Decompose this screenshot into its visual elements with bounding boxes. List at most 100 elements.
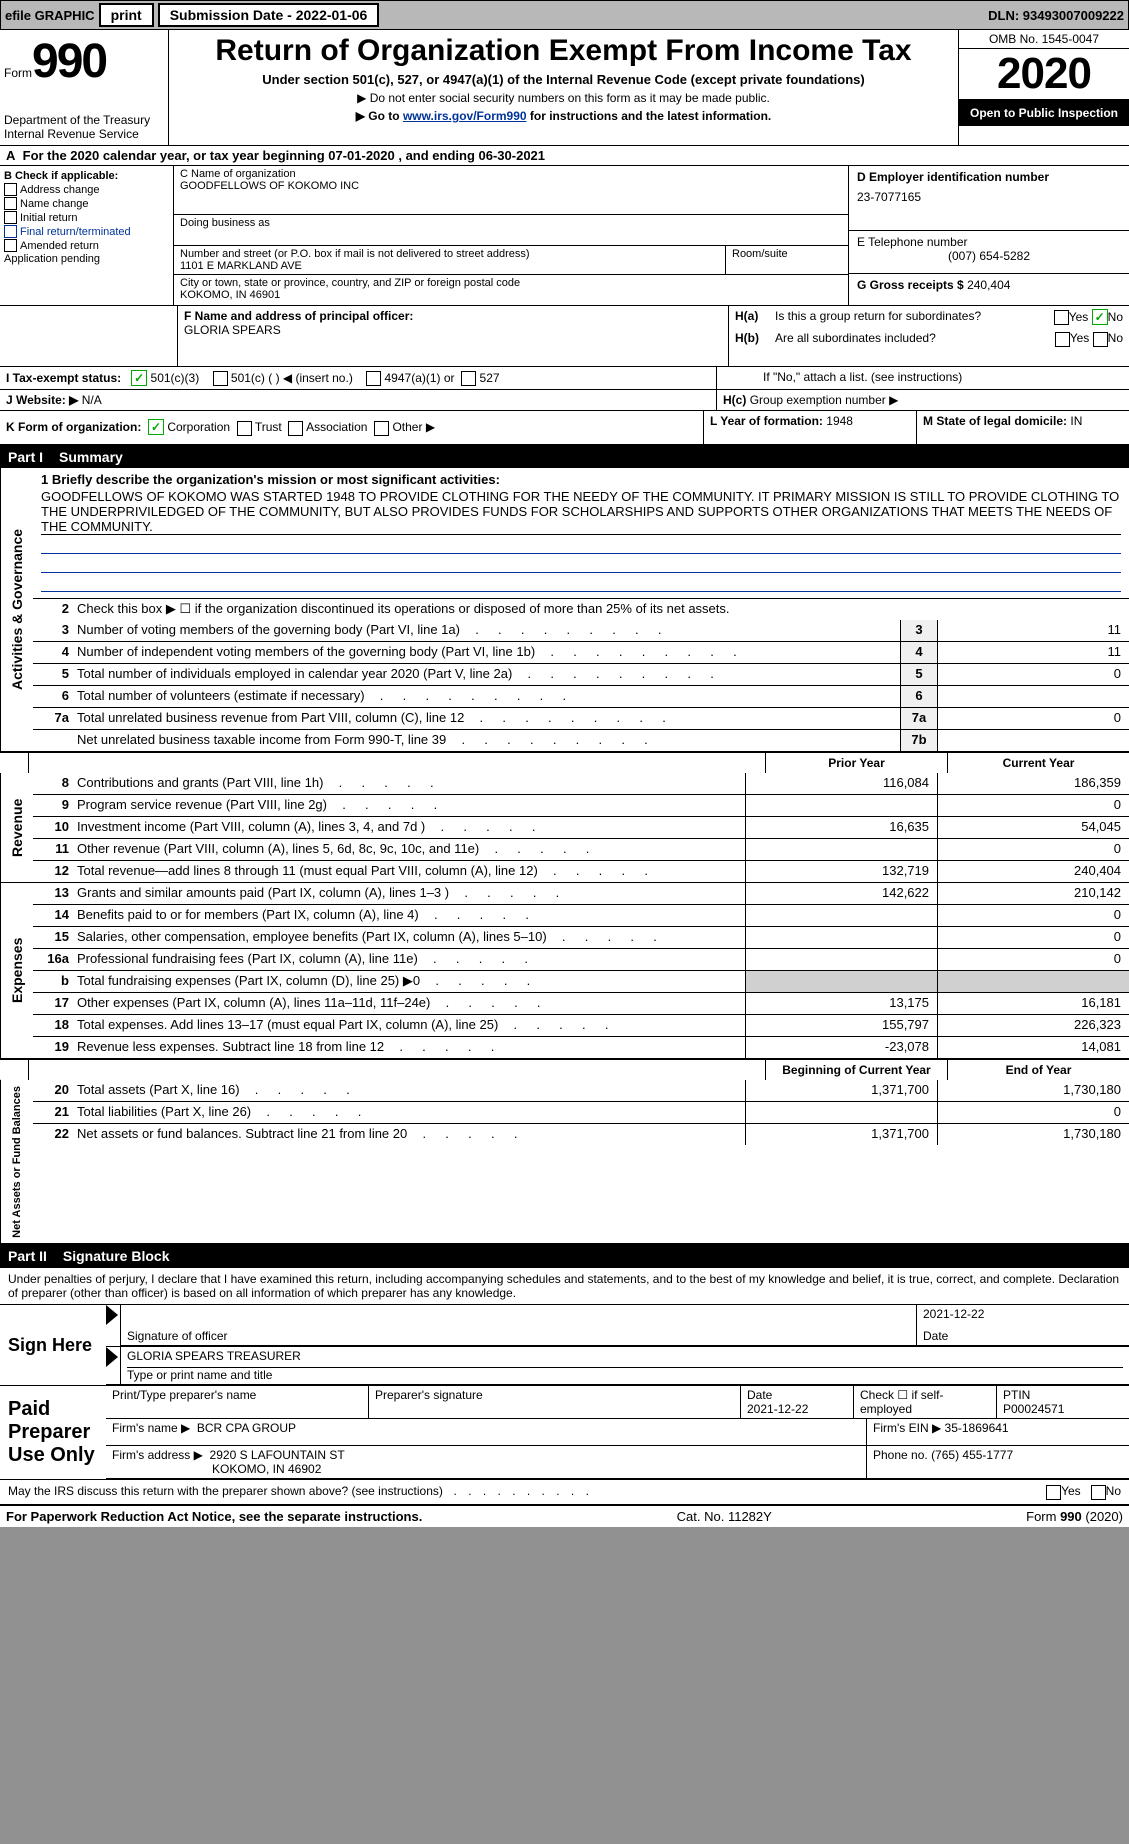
ein: 23-7077165 <box>857 190 1121 204</box>
form-number: 990 <box>32 34 106 89</box>
paid-preparer-label: Paid Preparer Use Only <box>0 1386 106 1479</box>
omb-number: OMB No. 1545-0047 <box>959 30 1129 49</box>
chk-501c3[interactable]: ✓ <box>131 370 147 386</box>
ha-text: Is this a group return for subordinates? <box>775 309 1054 325</box>
prep-date: 2021-12-22 <box>747 1402 808 1416</box>
line-row: 19 Revenue less expenses. Subtract line … <box>33 1036 1129 1058</box>
chk-amended[interactable]: Amended return <box>4 239 169 252</box>
line-row: b Total fundraising expenses (Part IX, c… <box>33 970 1129 992</box>
hb-label: H(b) <box>735 331 775 346</box>
discuss-yes-no[interactable]: Yes No <box>1046 1484 1121 1499</box>
irs-link[interactable]: www.irs.gov/Form990 <box>403 109 527 123</box>
arrow-icon <box>106 1305 118 1325</box>
header-note2: ▶ Go to www.irs.gov/Form990 for instruct… <box>173 109 954 123</box>
i-label: I Tax-exempt status: <box>6 371 121 385</box>
side-label-rev: Revenue <box>0 773 33 882</box>
line2-text: Check this box ▶ ☐ if the organization d… <box>73 599 1129 620</box>
hb-note: If "No," attach a list. (see instruction… <box>723 370 1123 384</box>
c-name-label: C Name of organization <box>180 168 842 180</box>
line1-label: 1 Briefly describe the organization's mi… <box>41 472 1121 487</box>
type-name-label: Type or print name and title <box>127 1368 1123 1382</box>
l-label: L Year of formation: <box>710 414 823 428</box>
year-formation: 1948 <box>826 414 853 428</box>
part1-title: Summary <box>59 449 123 465</box>
prior-current-header: Prior Year Current Year <box>0 752 1129 773</box>
entity-block: B Check if applicable: Address change Na… <box>0 166 1129 306</box>
check-self-employed[interactable]: Check ☐ if self-employed <box>854 1386 997 1418</box>
right-column: D Employer identification number 23-7077… <box>848 166 1129 305</box>
line-row: 15 Salaries, other compensation, employe… <box>33 926 1129 948</box>
part2-header: Part II Signature Block <box>0 1245 1129 1267</box>
form-subtitle: Under section 501(c), 527, or 4947(a)(1)… <box>173 72 954 87</box>
part2-title: Signature Block <box>63 1248 170 1264</box>
city-state-zip: KOKOMO, IN 46901 <box>180 289 842 301</box>
activities-governance-section: Activities & Governance 1 Briefly descri… <box>0 468 1129 752</box>
j-label: J Website: ▶ <box>6 393 78 407</box>
chk-name-change[interactable]: Name change <box>4 197 169 210</box>
net-assets-section: Net Assets or Fund Balances 20 Total ass… <box>0 1080 1129 1246</box>
boy-header: Beginning of Current Year <box>765 1060 947 1080</box>
page: efile GRAPHIC print Submission Date - 20… <box>0 0 1129 1527</box>
header-mid: Return of Organization Exempt From Incom… <box>169 30 958 145</box>
chk-501c[interactable] <box>213 371 228 386</box>
chk-initial-return[interactable]: Initial return <box>4 211 169 224</box>
line-row: 11 Other revenue (Part VIII, column (A),… <box>33 838 1129 860</box>
street-address: 1101 E MARKLAND AVE <box>180 260 719 272</box>
line-row: Net unrelated business taxable income fr… <box>33 729 1129 751</box>
addr-label: Number and street (or P.O. box if mail i… <box>180 248 719 260</box>
signature-block: Under penalties of perjury, I declare th… <box>0 1267 1129 1503</box>
f-h-block: F Name and address of principal officer:… <box>0 306 1129 446</box>
e-label: E Telephone number <box>857 235 1121 249</box>
side-label-ag: Activities & Governance <box>0 468 33 751</box>
room-label: Room/suite <box>726 246 848 274</box>
dln-label: DLN: 93493007009222 <box>988 8 1124 23</box>
header-note1: ▶ Do not enter social security numbers o… <box>173 91 954 105</box>
expenses-section: Expenses 13 Grants and similar amounts p… <box>0 883 1129 1059</box>
m-label: M State of legal domicile: <box>923 414 1067 428</box>
sig-intro: Under penalties of perjury, I declare th… <box>0 1268 1129 1304</box>
form-header: Form 990 Department of the Treasury Inte… <box>0 30 1129 146</box>
top-bar: efile GRAPHIC print Submission Date - 20… <box>0 0 1129 30</box>
efile-label: efile GRAPHIC <box>5 8 95 23</box>
line-row: 9 Program service revenue (Part VIII, li… <box>33 794 1129 816</box>
ha-yes-no[interactable]: Yes ✓No <box>1054 309 1123 325</box>
g-label: G Gross receipts $ <box>857 278 964 292</box>
prep-name-label: Print/Type preparer's name <box>106 1386 369 1418</box>
prep-sig-label: Preparer's signature <box>369 1386 741 1418</box>
date-label: Date <box>923 1329 1123 1343</box>
line-row: 6 Total number of volunteers (estimate i… <box>33 685 1129 707</box>
chk-527[interactable] <box>461 371 476 386</box>
chk-association[interactable] <box>288 421 303 436</box>
prior-year-header: Prior Year <box>765 753 947 773</box>
form-label: Form <box>4 66 32 80</box>
chk-other[interactable] <box>374 421 389 436</box>
k-label: K Form of organization: <box>6 420 141 434</box>
hb-yes-no[interactable]: Yes No <box>1055 331 1123 346</box>
part1-header: Part I Summary <box>0 446 1129 468</box>
firm-phone: (765) 455-1777 <box>931 1448 1013 1462</box>
state-domicile: IN <box>1070 414 1082 428</box>
line-row: 16a Professional fundraising fees (Part … <box>33 948 1129 970</box>
line-row: 3 Number of voting members of the govern… <box>33 620 1129 641</box>
chk-final-return[interactable]: Final return/terminated <box>4 225 169 238</box>
line-row: 13 Grants and similar amounts paid (Part… <box>33 883 1129 904</box>
ha-label: H(a) <box>735 309 775 325</box>
public-inspection-badge: Open to Public Inspection <box>959 100 1129 126</box>
line-row: 22 Net assets or fund balances. Subtract… <box>33 1123 1129 1145</box>
line-row: 21 Total liabilities (Part X, line 26) .… <box>33 1101 1129 1123</box>
firm-name: BCR CPA GROUP <box>197 1421 296 1435</box>
arrow-icon <box>106 1347 118 1367</box>
line-row: 5 Total number of individuals employed i… <box>33 663 1129 685</box>
chk-corporation[interactable]: ✓ <box>148 419 164 435</box>
print-button[interactable]: print <box>99 3 154 27</box>
line-row: 8 Contributions and grants (Part VIII, l… <box>33 773 1129 794</box>
chk-4947[interactable] <box>366 371 381 386</box>
hb-text: Are all subordinates included? <box>775 331 1055 346</box>
chk-address-change[interactable]: Address change <box>4 183 169 196</box>
chk-trust[interactable] <box>237 421 252 436</box>
line-row: 7a Total unrelated business revenue from… <box>33 707 1129 729</box>
chk-application-pending[interactable]: Application pending <box>4 253 169 265</box>
officer-name-title: GLORIA SPEARS TREASURER <box>127 1349 1123 1368</box>
tax-year: 2020 <box>959 49 1129 100</box>
officer-name: GLORIA SPEARS <box>184 323 722 337</box>
